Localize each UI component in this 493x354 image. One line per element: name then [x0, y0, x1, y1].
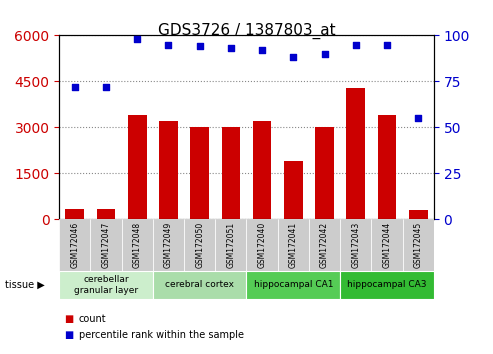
Text: GSM172045: GSM172045 [414, 222, 423, 268]
Point [289, 55, 297, 60]
Bar [409, 210, 427, 219]
Text: cerebellar
granular layer: cerebellar granular layer [74, 275, 138, 295]
FancyBboxPatch shape [215, 219, 246, 271]
Bar [284, 161, 303, 219]
FancyBboxPatch shape [122, 219, 153, 271]
Bar [97, 209, 115, 219]
FancyBboxPatch shape [59, 219, 90, 271]
Point [258, 47, 266, 53]
Text: GSM172051: GSM172051 [226, 222, 235, 268]
Bar [253, 121, 272, 219]
Bar [190, 127, 209, 219]
FancyBboxPatch shape [90, 219, 122, 271]
FancyBboxPatch shape [371, 219, 403, 271]
Text: hippocampal CA1: hippocampal CA1 [253, 280, 333, 290]
Bar [347, 87, 365, 219]
Text: GSM172041: GSM172041 [289, 222, 298, 268]
FancyBboxPatch shape [184, 219, 215, 271]
Text: GSM172046: GSM172046 [70, 222, 79, 268]
Text: ■: ■ [64, 330, 73, 339]
FancyBboxPatch shape [278, 219, 309, 271]
FancyBboxPatch shape [340, 219, 371, 271]
Text: percentile rank within the sample: percentile rank within the sample [79, 330, 244, 339]
Point [196, 44, 204, 49]
Text: cerebral cortex: cerebral cortex [165, 280, 234, 290]
Point [133, 36, 141, 42]
Text: GSM172044: GSM172044 [383, 222, 391, 268]
FancyBboxPatch shape [403, 219, 434, 271]
Text: GSM172049: GSM172049 [164, 222, 173, 268]
Text: GSM172043: GSM172043 [352, 222, 360, 268]
Point [320, 51, 328, 57]
Text: GSM172048: GSM172048 [133, 222, 141, 268]
Bar [221, 127, 240, 219]
Point [165, 42, 173, 47]
FancyBboxPatch shape [153, 219, 184, 271]
Text: GSM172047: GSM172047 [102, 222, 110, 268]
FancyBboxPatch shape [309, 219, 340, 271]
Text: GSM172042: GSM172042 [320, 222, 329, 268]
FancyBboxPatch shape [340, 271, 434, 299]
Text: tissue ▶: tissue ▶ [5, 280, 45, 290]
FancyBboxPatch shape [246, 219, 278, 271]
Point [383, 42, 391, 47]
Point [102, 84, 110, 90]
Text: GSM172040: GSM172040 [258, 222, 267, 268]
Point [227, 45, 235, 51]
Bar [159, 121, 178, 219]
Bar [378, 115, 396, 219]
FancyBboxPatch shape [59, 271, 153, 299]
Text: ■: ■ [64, 314, 73, 324]
Point [414, 115, 422, 121]
Text: count: count [79, 314, 106, 324]
Text: GSM172050: GSM172050 [195, 222, 204, 268]
Bar [315, 127, 334, 219]
Point [71, 84, 79, 90]
Bar [66, 209, 84, 219]
Point [352, 42, 360, 47]
Text: hippocampal CA3: hippocampal CA3 [347, 280, 427, 290]
FancyBboxPatch shape [153, 271, 246, 299]
FancyBboxPatch shape [246, 271, 340, 299]
Bar [128, 115, 146, 219]
Text: GDS3726 / 1387803_at: GDS3726 / 1387803_at [158, 23, 335, 39]
